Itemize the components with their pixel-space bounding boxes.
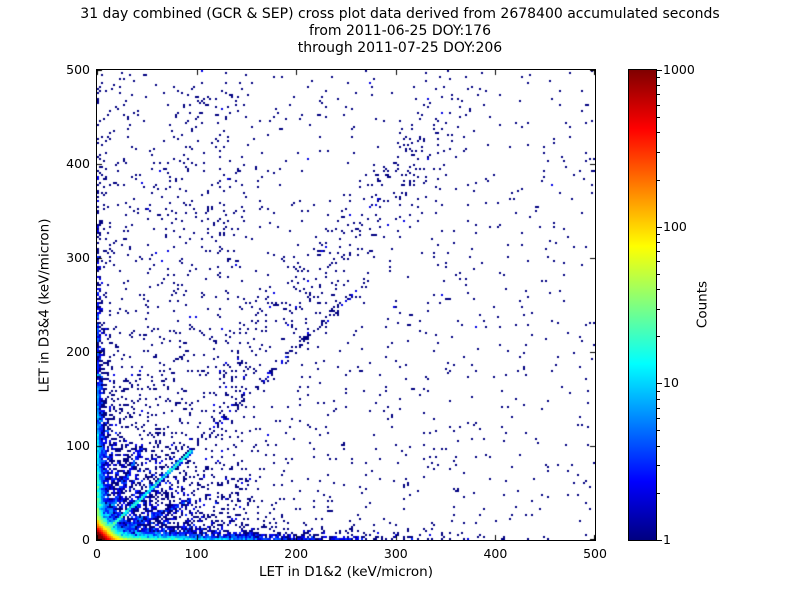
colorbar-label: Counts <box>694 280 711 329</box>
colorbar-minor-tick <box>657 250 660 252</box>
colorbar-tick-label: 10 <box>663 375 679 391</box>
colorbar-minor-tick <box>657 308 660 310</box>
colorbar-tick-label: 100 <box>663 218 687 234</box>
colorbar-minor-tick <box>657 132 660 134</box>
colorbar-minor-tick <box>657 430 660 432</box>
x-tick-label: 300 <box>383 546 408 561</box>
y-tick-label: 400 <box>66 156 90 171</box>
colorbar-tick <box>657 226 662 228</box>
colorbar-minor-tick <box>657 390 660 392</box>
y-tick-label: 500 <box>66 62 90 77</box>
colorbar-minor-tick <box>657 492 660 494</box>
colorbar-tick-label: 1000 <box>663 62 695 77</box>
chart-subtitle-through: through 2011-07-25 DOY:206 <box>297 40 503 56</box>
colorbar-gradient <box>629 70 656 540</box>
plot-area <box>96 69 596 541</box>
colorbar-minor-tick <box>657 418 660 420</box>
colorbar-tick-label: 1 <box>663 532 671 547</box>
scatter-density-canvas <box>97 70 595 540</box>
colorbar-minor-tick <box>657 117 660 119</box>
colorbar-minor-tick <box>657 233 660 235</box>
colorbar-minor-tick <box>657 94 660 96</box>
colorbar-minor-tick <box>657 85 660 87</box>
colorbar-tick <box>657 540 662 541</box>
x-tick-label: 500 <box>583 546 607 561</box>
x-tick-label: 100 <box>184 546 209 561</box>
colorbar-tick <box>657 70 662 71</box>
y-tick-label: 0 <box>82 532 90 547</box>
colorbar-tick <box>657 383 662 385</box>
y-tick-label: 300 <box>66 250 90 265</box>
chart-subtitle-from: from 2011-06-25 DOY:176 <box>308 23 491 39</box>
colorbar-minor-tick <box>657 289 660 290</box>
colorbar-minor-tick <box>657 261 660 263</box>
colorbar-minor-tick <box>657 407 660 409</box>
y-axis-label: LET in D3&4 (keV/micron) <box>36 218 53 393</box>
x-tick-label: 200 <box>284 546 309 561</box>
colorbar <box>628 69 657 541</box>
chart-title: 31 day combined (GCR & SEP) cross plot d… <box>80 6 720 22</box>
colorbar-minor-tick <box>657 104 660 106</box>
y-tick-label: 100 <box>66 438 90 453</box>
x-axis-label: LET in D1&2 (keV/micron) <box>259 564 433 580</box>
x-tick-label: 400 <box>483 546 508 561</box>
y-tick-label: 200 <box>66 344 90 359</box>
colorbar-minor-tick <box>657 273 660 275</box>
colorbar-minor-tick <box>657 398 660 400</box>
x-tick-label: 0 <box>93 546 101 561</box>
colorbar-minor-tick <box>657 241 660 243</box>
colorbar-minor-tick <box>657 336 660 338</box>
colorbar-minor-tick <box>657 465 660 467</box>
colorbar-minor-tick <box>657 151 660 153</box>
colorbar-minor-tick <box>657 179 660 181</box>
colorbar-minor-tick <box>657 77 660 79</box>
colorbar-minor-tick <box>657 445 660 447</box>
